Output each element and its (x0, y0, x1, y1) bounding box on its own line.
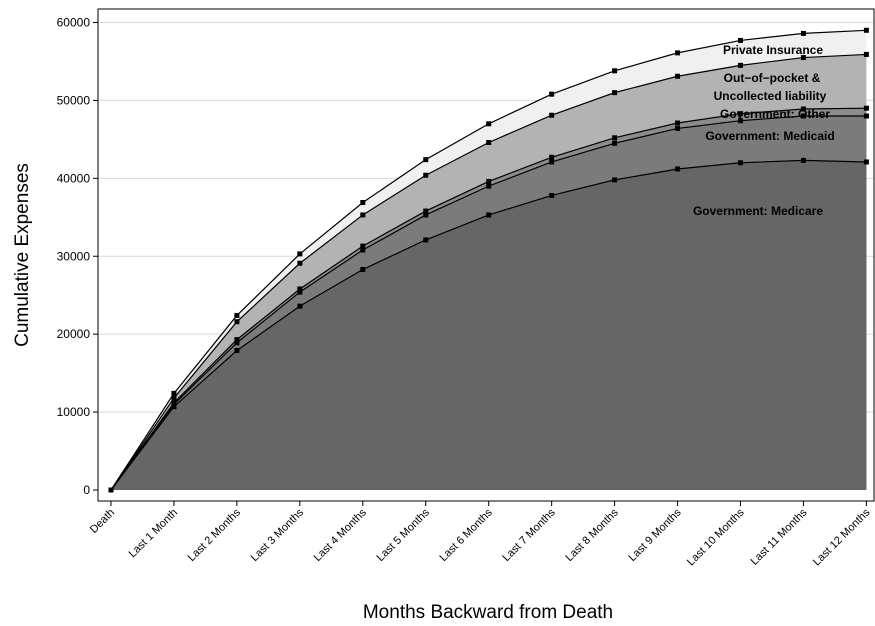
marker-out-of-pocket-uncollected-liability-7 (549, 112, 555, 118)
marker-out-of-pocket-uncollected-liability-1 (171, 395, 177, 401)
marker-government-medicare-8 (612, 177, 618, 183)
x-tick-label-5: Last 5 Months (375, 506, 433, 564)
marker-private-insurance-6 (486, 121, 492, 127)
marker-private-insurance-4 (360, 199, 366, 205)
marker-government-medicaid-12 (863, 113, 869, 119)
x-tick-label-0: Death (88, 507, 117, 536)
marker-out-of-pocket-uncollected-liability-9 (675, 73, 681, 79)
marker-government-medicaid-7 (549, 159, 555, 165)
x-tick-label-9: Last 9 Months (626, 506, 684, 564)
marker-government-medicaid-5 (423, 212, 429, 218)
marker-government-medicaid-11 (800, 113, 806, 119)
marker-private-insurance-11 (800, 30, 806, 36)
marker-government-medicare-6 (486, 212, 492, 218)
marker-government-other-3 (297, 286, 303, 292)
marker-government-medicare-3 (297, 303, 303, 309)
x-tick-label-3: Last 3 Months (249, 506, 307, 564)
marker-government-other-12 (863, 105, 869, 111)
x-tick-label-2: Last 2 Months (186, 506, 244, 564)
y-axis-title: Cumulative Expenses (12, 163, 33, 347)
x-tick-label-8: Last 8 Months (563, 506, 621, 564)
marker-private-insurance-7 (549, 91, 555, 97)
y-tick-label-50000: 50000 (57, 93, 91, 107)
area-government-medicare (111, 160, 867, 490)
x-tick-label-6: Last 6 Months (437, 506, 495, 564)
marker-out-of-pocket-uncollected-liability-4 (360, 212, 366, 218)
x-tick-label-10: Last 10 Months (685, 506, 747, 568)
marker-private-insurance-5 (423, 157, 429, 163)
plot-frame (97, 8, 875, 502)
marker-out-of-pocket-uncollected-liability-8 (612, 90, 618, 96)
y-tick-label-20000: 20000 (57, 327, 91, 341)
marker-out-of-pocket-uncollected-liability-5 (423, 172, 429, 178)
marker-government-other-10 (738, 111, 743, 117)
marker-government-other-1 (171, 400, 177, 406)
x-tick-label-11: Last 11 Months (748, 506, 809, 567)
marker-private-insurance-8 (612, 68, 618, 74)
marker-government-other-8 (612, 135, 618, 141)
marker-private-insurance-9 (675, 50, 681, 56)
y-tick-label-30000: 30000 (57, 249, 91, 263)
marker-out-of-pocket-uncollected-liability-12 (863, 51, 869, 57)
marker-government-medicare-7 (549, 192, 555, 198)
marker-government-medicaid-3 (297, 289, 303, 295)
marker-government-other-2 (234, 337, 240, 343)
marker-out-of-pocket-uncollected-liability-3 (297, 260, 303, 266)
marker-government-medicare-10 (738, 160, 743, 166)
series-labels: Private Insurance Out−of−pocket & Uncoll… (693, 43, 835, 218)
marker-out-of-pocket-uncollected-liability-6 (486, 139, 492, 145)
marker-government-medicare-4 (360, 266, 366, 272)
marker-government-medicaid-10 (738, 118, 743, 124)
marker-government-other-11 (800, 106, 806, 112)
x-tick-label-4: Last 4 Months (312, 506, 370, 564)
marker-government-medicare-9 (675, 166, 681, 172)
marker-private-insurance-10 (738, 37, 743, 43)
label-private-insurance: Private Insurance (723, 43, 823, 57)
marker-private-insurance-3 (297, 251, 303, 257)
label-government-medicare: Government: Medicare (693, 204, 823, 218)
label-government-medicaid: Government: Medicaid (705, 129, 834, 143)
marker-government-medicaid-8 (612, 140, 618, 146)
marker-government-other-9 (675, 120, 681, 126)
y-tick-label-40000: 40000 (57, 171, 91, 185)
marker-government-medicaid-9 (675, 125, 681, 131)
series-markers (108, 27, 869, 493)
marker-out-of-pocket-uncollected-liability-11 (800, 55, 806, 61)
marker-government-other-7 (549, 154, 555, 160)
marker-private-insurance-12 (863, 27, 869, 33)
x-tick-label-12: Last 12 Months (811, 506, 873, 568)
y-tick-label-60000: 60000 (57, 16, 91, 30)
marker-government-other-5 (423, 208, 429, 214)
marker-government-medicare-5 (423, 237, 429, 243)
marker-government-medicaid-2 (234, 340, 240, 346)
marker-private-insurance-1 (171, 390, 177, 396)
marker-government-medicaid-4 (360, 247, 366, 253)
y-tick-label-0: 0 (83, 483, 90, 497)
marker-government-other-4 (360, 243, 366, 249)
y-tick-label-10000: 10000 (57, 405, 91, 419)
area-fills (111, 30, 867, 491)
x-tick-label-7: Last 7 Months (500, 506, 558, 564)
marker-government-medicare-12 (863, 159, 869, 165)
marker-out-of-pocket-uncollected-liability-2 (234, 319, 240, 325)
label-government-other: Government: Other (720, 107, 830, 121)
label-out-of-pocket-line1: Out−of−pocket & (724, 71, 821, 85)
marker-government-other-6 (486, 178, 492, 184)
marker-government-medicaid-6 (486, 183, 492, 189)
x-tick-label-1: Last 1 Month (127, 507, 180, 560)
marker-government-medicare-2 (234, 348, 240, 354)
marker-private-insurance-0 (108, 487, 114, 493)
marker-government-medicare-11 (800, 157, 806, 163)
label-out-of-pocket-line2: Uncollected liability (714, 89, 827, 103)
x-axis-title: Months Backward from Death (363, 602, 613, 623)
marker-out-of-pocket-uncollected-liability-10 (738, 62, 743, 68)
marker-private-insurance-2 (234, 312, 240, 318)
